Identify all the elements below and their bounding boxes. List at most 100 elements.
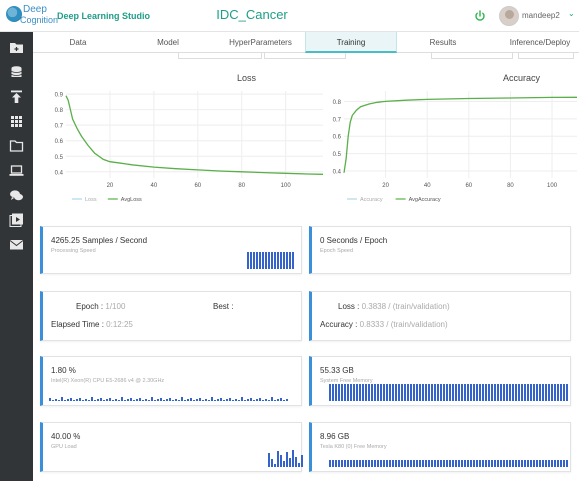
tab-training[interactable]: Training bbox=[305, 32, 397, 53]
usage-bar bbox=[229, 398, 231, 401]
usage-bar bbox=[178, 400, 180, 401]
tab-inference-deploy[interactable]: Inference/Deploy bbox=[509, 38, 571, 47]
usage-bar bbox=[377, 384, 379, 401]
folder-add-icon[interactable] bbox=[9, 40, 24, 55]
usage-bar bbox=[329, 460, 331, 467]
usage-bar bbox=[410, 460, 412, 467]
usage-bar bbox=[193, 400, 195, 401]
loss-accuracy-card: Loss : 0.3838 / (train/validation) Accur… bbox=[309, 291, 571, 341]
usage-bar bbox=[539, 384, 541, 401]
elapsed-time-stat: Elapsed Time : 0:12:25 bbox=[51, 320, 133, 329]
usage-bar bbox=[271, 397, 273, 401]
project-title: IDC_Cancer bbox=[216, 7, 288, 22]
tab-model[interactable]: Model bbox=[157, 38, 179, 47]
usage-bar bbox=[491, 460, 493, 467]
accuracy-chart: 0.8 0.7 0.6 0.5 0.4 20 40 60 80 100 Accuracy AvgAcc… bbox=[333, 91, 578, 203]
usage-bar bbox=[545, 460, 547, 467]
usage-bar bbox=[449, 460, 451, 467]
grid-icon[interactable] bbox=[9, 114, 24, 129]
chevron-down-icon[interactable]: ⌄ bbox=[568, 9, 575, 18]
mail-icon[interactable] bbox=[9, 237, 24, 252]
usage-bar bbox=[250, 252, 252, 269]
usage-bar bbox=[446, 460, 448, 467]
usage-bar bbox=[524, 460, 526, 467]
toolbar-control[interactable] bbox=[264, 53, 346, 59]
usage-bar bbox=[362, 384, 364, 401]
system-memory-card: 55.33 GB System Free Memory bbox=[309, 356, 571, 406]
usage-bar bbox=[554, 460, 556, 467]
usage-bar bbox=[494, 384, 496, 401]
processing-speed-value: 4265.25 Samples / Second bbox=[51, 236, 148, 245]
usage-bar bbox=[256, 252, 258, 269]
usage-bar bbox=[268, 252, 270, 269]
gpu-memory-bars bbox=[329, 460, 569, 467]
usage-bar bbox=[482, 460, 484, 467]
folder-icon[interactable] bbox=[9, 138, 24, 153]
usage-bar bbox=[395, 460, 397, 467]
loss-avg-line bbox=[65, 95, 324, 175]
toolbar-control[interactable] bbox=[431, 53, 513, 59]
epoch-speed-card: 0 Seconds / Epoch Epoch Speed bbox=[309, 226, 571, 274]
usage-bar bbox=[163, 400, 165, 401]
usage-bar bbox=[449, 384, 451, 401]
epoch-speed-label: Epoch Speed bbox=[320, 248, 354, 254]
tab-hyperparameters[interactable]: HyperParameters bbox=[229, 38, 292, 47]
usage-bar bbox=[419, 384, 421, 401]
usage-bar bbox=[521, 384, 523, 401]
logo-text-line2: Cognition bbox=[20, 15, 59, 25]
tab-data[interactable]: Data bbox=[69, 38, 87, 47]
usage-bar bbox=[398, 460, 400, 467]
usage-bar bbox=[344, 384, 346, 401]
usage-bar bbox=[115, 399, 117, 401]
usage-bar bbox=[473, 460, 475, 467]
usage-bar bbox=[172, 400, 174, 401]
usage-bar bbox=[470, 460, 472, 467]
database-icon[interactable] bbox=[9, 65, 24, 80]
usage-bar bbox=[76, 399, 78, 401]
loss-y-tick: 0.4 bbox=[55, 170, 64, 176]
usage-bar bbox=[109, 398, 111, 401]
usage-bar bbox=[283, 400, 285, 401]
usage-bar bbox=[205, 399, 207, 401]
usage-bar bbox=[214, 400, 216, 401]
usage-bar bbox=[485, 460, 487, 467]
usage-bar bbox=[280, 455, 282, 467]
usage-bar bbox=[217, 399, 219, 401]
chat-icon[interactable] bbox=[9, 188, 24, 203]
deep-cognition-logo[interactable]: Deep Cognition bbox=[6, 4, 59, 28]
usage-bar bbox=[425, 384, 427, 401]
play-icon[interactable] bbox=[9, 212, 24, 227]
toolbar-control[interactable] bbox=[178, 53, 262, 59]
loss-x-tick: 60 bbox=[194, 183, 201, 189]
usage-bar bbox=[329, 384, 331, 401]
accuracy-x-tick: 40 bbox=[424, 183, 431, 189]
usage-bar bbox=[536, 460, 538, 467]
usage-bar bbox=[356, 460, 358, 467]
power-icon[interactable] bbox=[474, 10, 486, 22]
toolbar-control[interactable] bbox=[518, 53, 574, 59]
usage-bar bbox=[55, 399, 57, 401]
tab-results[interactable]: Results bbox=[429, 38, 457, 47]
username[interactable]: mandeep2 bbox=[522, 11, 560, 20]
usage-bar bbox=[347, 460, 349, 467]
usage-bar bbox=[100, 398, 102, 401]
accuracy-x-tick: 80 bbox=[507, 183, 514, 189]
laptop-icon[interactable] bbox=[9, 163, 24, 178]
user-avatar[interactable] bbox=[499, 6, 519, 26]
usage-bar bbox=[527, 384, 529, 401]
usage-bar bbox=[566, 384, 568, 401]
accuracy-x-tick: 100 bbox=[547, 183, 558, 189]
usage-bar bbox=[247, 252, 249, 269]
usage-bar bbox=[542, 460, 544, 467]
accuracy-y-tick: 0.5 bbox=[333, 152, 342, 158]
usage-bar bbox=[359, 384, 361, 401]
upload-icon[interactable] bbox=[9, 89, 24, 104]
usage-bar bbox=[422, 460, 424, 467]
usage-bar bbox=[506, 384, 508, 401]
usage-bar bbox=[383, 384, 385, 401]
accuracy-label: Accuracy : bbox=[320, 320, 358, 329]
usage-bar bbox=[289, 458, 291, 467]
usage-bar bbox=[73, 400, 75, 401]
usage-bar bbox=[440, 460, 442, 467]
logo-text-line1: Deep bbox=[23, 4, 47, 15]
